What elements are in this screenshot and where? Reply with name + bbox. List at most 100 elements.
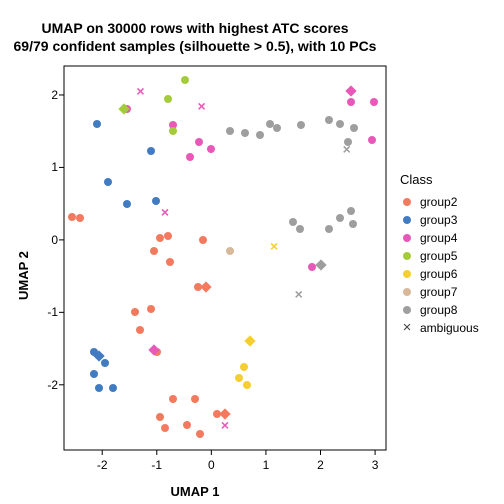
data-point <box>347 207 355 215</box>
data-point <box>169 395 177 403</box>
legend-swatch-icon <box>400 231 414 245</box>
data-point <box>244 336 255 347</box>
data-point <box>200 281 211 292</box>
data-point <box>315 260 326 271</box>
data-point <box>166 258 174 266</box>
x-tick-label: 2 <box>311 458 331 472</box>
legend-item: group8 <box>400 301 479 319</box>
data-point <box>191 395 199 403</box>
chart-root: UMAP on 30000 rows with highest ATC scor… <box>0 0 504 504</box>
x-axis-label: UMAP 1 <box>0 484 390 499</box>
legend-item: group3 <box>400 211 479 229</box>
data-point <box>150 247 158 255</box>
legend-swatch-icon <box>400 249 414 263</box>
data-point: × <box>196 100 208 112</box>
legend-swatch-icon <box>400 195 414 209</box>
data-point <box>273 124 281 132</box>
data-point <box>243 381 251 389</box>
data-point: × <box>159 206 171 218</box>
y-tick-label: -1 <box>36 305 58 319</box>
y-tick-label: -2 <box>36 378 58 392</box>
data-point <box>195 138 203 146</box>
data-point <box>296 225 304 233</box>
data-point <box>131 308 139 316</box>
legend-item: group7 <box>400 283 479 301</box>
data-point <box>181 76 189 84</box>
x-tick-label: 3 <box>365 458 385 472</box>
legend-swatch-icon <box>400 303 414 317</box>
legend-item: group6 <box>400 265 479 283</box>
data-point: × <box>268 240 280 252</box>
legend-title: Class <box>400 172 479 187</box>
data-point: × <box>293 288 305 300</box>
legend-label: group3 <box>420 213 457 227</box>
data-point <box>325 116 333 124</box>
legend-item: × ambiguous <box>400 319 479 337</box>
data-point <box>368 136 376 144</box>
legend-swatch-icon <box>400 267 414 281</box>
y-axis-label: UMAP 2 <box>16 251 31 300</box>
data-point: × <box>134 85 146 97</box>
x-tick-label: -1 <box>147 458 167 472</box>
data-point <box>235 374 243 382</box>
data-point <box>241 129 249 137</box>
data-point <box>156 413 164 421</box>
data-point <box>199 236 207 244</box>
data-point <box>152 197 160 205</box>
data-point <box>109 384 117 392</box>
data-point <box>186 153 194 161</box>
data-point <box>101 359 109 367</box>
legend-swatch-icon <box>400 285 414 299</box>
data-point <box>183 421 191 429</box>
data-point <box>147 147 155 155</box>
legend-label: group6 <box>420 267 457 281</box>
x-tick-label: 1 <box>256 458 276 472</box>
data-point <box>156 234 164 242</box>
data-point <box>136 326 144 334</box>
y-tick-label: 2 <box>36 88 58 102</box>
legend-label: ambiguous <box>420 321 479 335</box>
legend-label: group7 <box>420 285 457 299</box>
data-point <box>240 363 248 371</box>
data-point <box>226 247 234 255</box>
legend-label: group4 <box>420 231 457 245</box>
data-point <box>147 305 155 313</box>
data-point <box>345 86 356 97</box>
data-point <box>325 225 333 233</box>
data-point <box>169 127 177 135</box>
data-point <box>161 424 169 432</box>
data-point <box>207 145 215 153</box>
data-point: × <box>219 419 231 431</box>
legend-items: group2 group3 group4 group5 group6 group7 grou… <box>400 193 479 337</box>
data-point <box>226 127 234 135</box>
legend-item: group5 <box>400 247 479 265</box>
legend-swatch-icon <box>400 213 414 227</box>
data-point <box>347 98 355 106</box>
data-point <box>336 120 344 128</box>
data-point <box>196 430 204 438</box>
data-point <box>164 232 172 240</box>
legend-label: group2 <box>420 195 457 209</box>
data-point <box>370 98 378 106</box>
data-point <box>95 384 103 392</box>
data-point <box>350 124 358 132</box>
data-point <box>90 370 98 378</box>
legend-label: group8 <box>420 303 457 317</box>
data-point <box>76 214 84 222</box>
data-point <box>256 131 264 139</box>
legend-swatch-icon: × <box>400 321 414 335</box>
y-tick-label: 0 <box>36 233 58 247</box>
data-point <box>349 220 357 228</box>
data-point <box>336 214 344 222</box>
data-point <box>104 178 112 186</box>
data-point <box>123 200 131 208</box>
data-point <box>93 120 101 128</box>
data-point: × <box>341 143 353 155</box>
data-point <box>68 213 76 221</box>
legend-item: group2 <box>400 193 479 211</box>
data-point <box>164 95 172 103</box>
legend-label: group5 <box>420 249 457 263</box>
legend: Class group2group3group4group5group6grou… <box>400 172 479 337</box>
x-tick-label: 0 <box>201 458 221 472</box>
data-point <box>194 283 202 291</box>
